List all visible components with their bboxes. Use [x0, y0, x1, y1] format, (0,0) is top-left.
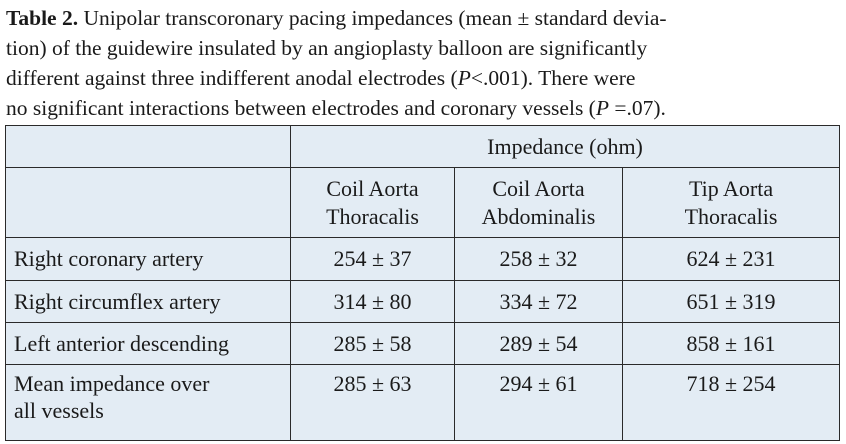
- group-header-row: Impedance (ohm): [5, 125, 841, 168]
- impedance-table: Impedance (ohm) Coil Aorta Thoracalis Coi…: [5, 125, 841, 441]
- row-label: Right circumflex artery: [5, 280, 291, 323]
- column-header: Tip Aorta Thoracalis: [621, 167, 841, 238]
- table-cell: 285 ± 63: [290, 364, 455, 441]
- empty-corner-cell: [5, 125, 291, 168]
- table-cell: 254 ± 37: [290, 237, 455, 281]
- empty-corner-cell: [5, 167, 291, 238]
- table-row: Left anterior descending 285 ± 58 289 ± …: [5, 322, 841, 365]
- caption-line-1: Table 2. Unipolar transcoronary pacing i…: [6, 6, 667, 30]
- table-cell: 651 ± 319: [621, 280, 841, 323]
- caption-line-2: tion) of the guidewire insulated by an a…: [6, 36, 648, 60]
- column-header-row: Coil Aorta Thoracalis Coil Aorta Abdominal…: [5, 167, 841, 238]
- caption-line-3: different against three indifferent anod…: [6, 66, 636, 90]
- table-cell: 334 ± 72: [454, 280, 623, 323]
- table-caption: Table 2. Unipolar transcoronary pacing i…: [6, 3, 842, 123]
- row-label: Right coronary artery: [5, 237, 291, 281]
- caption-line-4: no significant interactions between elec…: [6, 96, 666, 120]
- column-header: Coil Aorta Abdominalis: [454, 167, 623, 238]
- column-header: Coil Aorta Thoracalis: [290, 167, 455, 238]
- table-cell: 624 ± 231: [621, 237, 841, 281]
- table-cell: 294 ± 61: [454, 364, 623, 441]
- row-label: Mean impedance over all vessels: [5, 364, 291, 441]
- table-cell: 718 ± 254: [621, 364, 841, 441]
- row-label: Left anterior descending: [5, 322, 291, 365]
- table-cell: 285 ± 58: [290, 322, 455, 365]
- table-label: Table 2.: [6, 6, 79, 30]
- table-cell: 314 ± 80: [290, 280, 455, 323]
- group-header: Impedance (ohm): [289, 125, 841, 168]
- table-cell: 289 ± 54: [454, 322, 623, 365]
- table-row: Right circumflex artery 314 ± 80 334 ± 7…: [5, 280, 841, 323]
- table-cell: 858 ± 161: [621, 322, 841, 365]
- table-row: Mean impedance over all vessels 285 ± 63 …: [5, 364, 841, 441]
- table-cell: 258 ± 32: [454, 237, 623, 281]
- table-row: Right coronary artery 254 ± 37 258 ± 32 …: [5, 237, 841, 281]
